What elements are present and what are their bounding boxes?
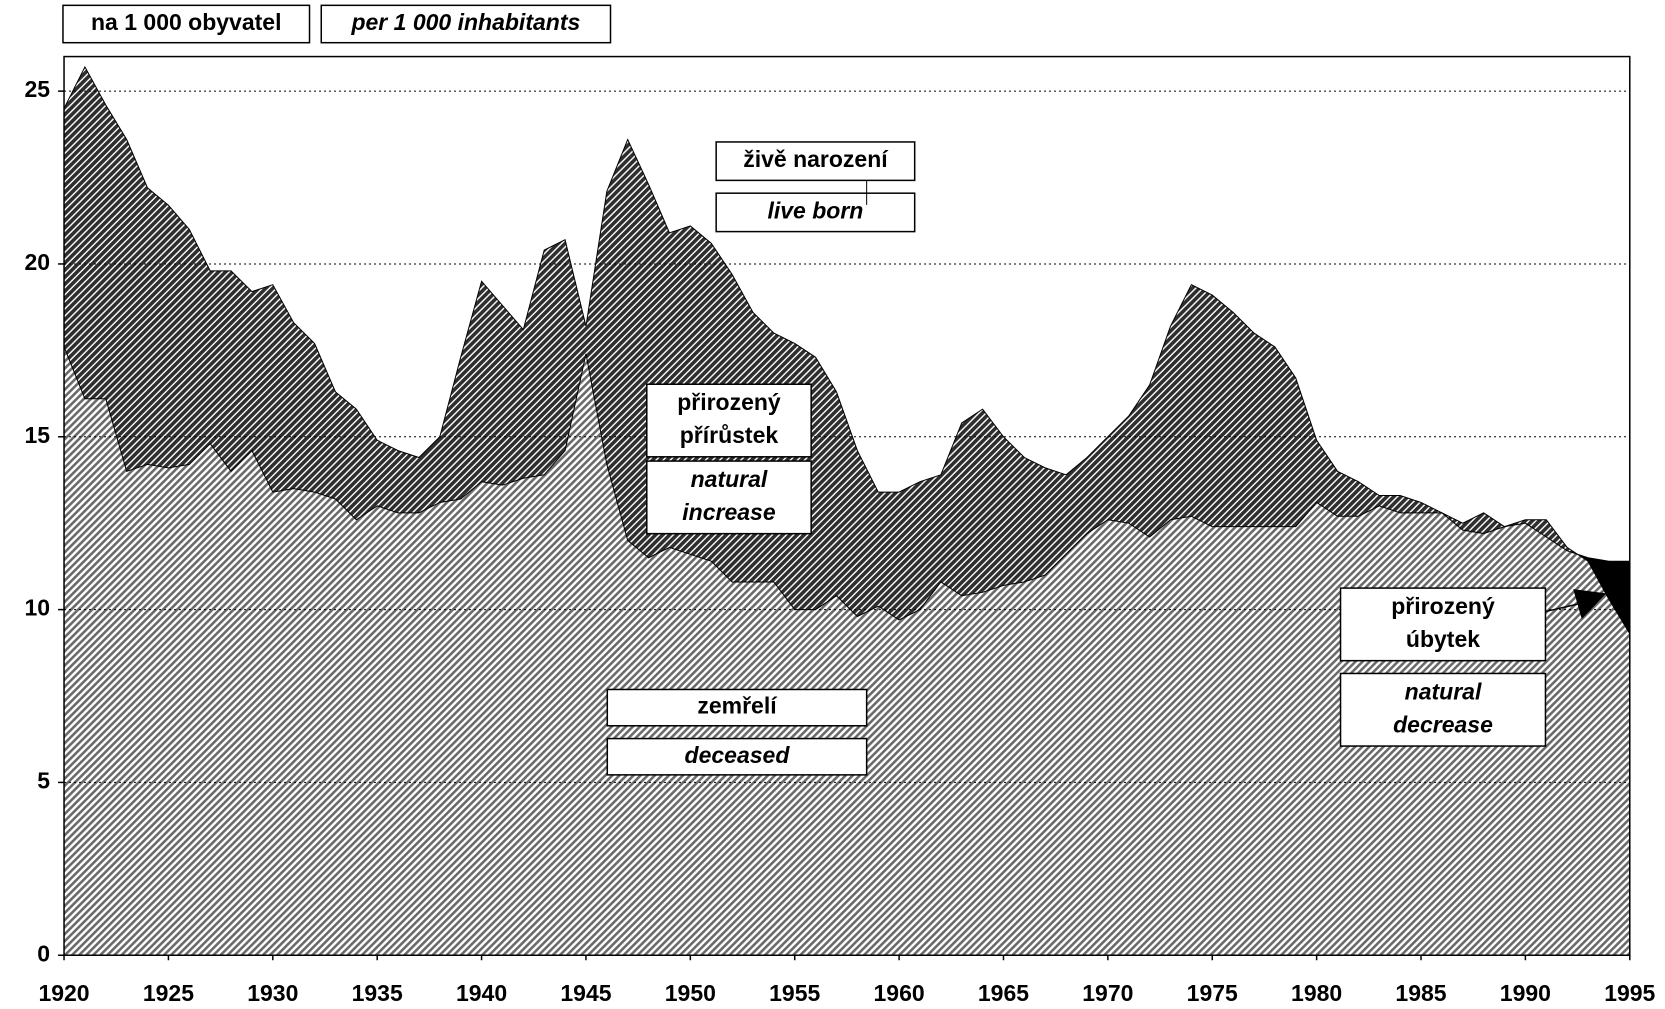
annotation-text: natural bbox=[691, 466, 768, 492]
x-tick-label: 1960 bbox=[874, 980, 925, 1006]
y-tick-label: 5 bbox=[37, 767, 50, 793]
x-tick-label: 1925 bbox=[143, 980, 194, 1006]
x-tick-label: 1940 bbox=[456, 980, 507, 1006]
x-tick-label: 1930 bbox=[247, 980, 298, 1006]
x-tick-label: 1975 bbox=[1187, 980, 1238, 1006]
x-tick-label: 1965 bbox=[978, 980, 1029, 1006]
annotation-text: increase bbox=[682, 499, 776, 525]
label-box bbox=[606, 737, 868, 776]
x-tick-label: 1980 bbox=[1291, 980, 1342, 1006]
x-tick-label: 1995 bbox=[1604, 980, 1655, 1006]
x-tick-label: 1950 bbox=[665, 980, 716, 1006]
annotation-text: natural bbox=[1405, 678, 1482, 704]
label-box bbox=[646, 460, 812, 535]
annotation-text: na 1 000 obyvatel bbox=[91, 9, 282, 35]
x-tick-label: 1985 bbox=[1395, 980, 1446, 1006]
x-tick-label: 1955 bbox=[769, 980, 820, 1006]
annotation-text: přirozený bbox=[677, 389, 781, 415]
area-fill bbox=[64, 346, 1630, 956]
label-box bbox=[320, 4, 612, 44]
y-tick-label: 20 bbox=[24, 249, 50, 275]
label-box bbox=[1339, 587, 1547, 662]
label-box bbox=[606, 688, 868, 727]
y-tick-label: 0 bbox=[37, 940, 50, 966]
arrow-head bbox=[1573, 589, 1607, 620]
annotation-text: živě narození bbox=[743, 146, 889, 172]
label-box bbox=[715, 192, 916, 233]
label-box bbox=[62, 4, 311, 44]
annotation-text: přírůstek bbox=[680, 422, 779, 448]
plot-frame bbox=[63, 55, 1631, 956]
annotation-text: zemřelí bbox=[697, 693, 778, 719]
series-line bbox=[63, 65, 1631, 635]
label-box bbox=[1339, 672, 1547, 747]
annotation-text: deceased bbox=[685, 742, 791, 768]
x-tick-label: 1945 bbox=[560, 980, 611, 1006]
y-tick-label: 15 bbox=[24, 422, 50, 448]
x-tick-label: 1990 bbox=[1500, 980, 1551, 1006]
label-box bbox=[715, 141, 916, 182]
annotation-text: přirozený bbox=[1391, 593, 1495, 619]
annotation-text: live born bbox=[767, 197, 863, 223]
x-tick-label: 1935 bbox=[352, 980, 403, 1006]
x-tick-label: 1920 bbox=[38, 980, 89, 1006]
label-box bbox=[646, 383, 812, 458]
x-tick-label: 1970 bbox=[1082, 980, 1133, 1006]
annotation-text: úbytek bbox=[1406, 626, 1480, 652]
annotation-text: per 1 000 inhabitants bbox=[350, 9, 580, 35]
arrow-line bbox=[1545, 603, 1578, 613]
annotation-text: decrease bbox=[1393, 711, 1493, 737]
y-tick-label: 25 bbox=[24, 76, 50, 102]
y-tick-label: 10 bbox=[24, 595, 50, 621]
series-line bbox=[63, 346, 1630, 621]
